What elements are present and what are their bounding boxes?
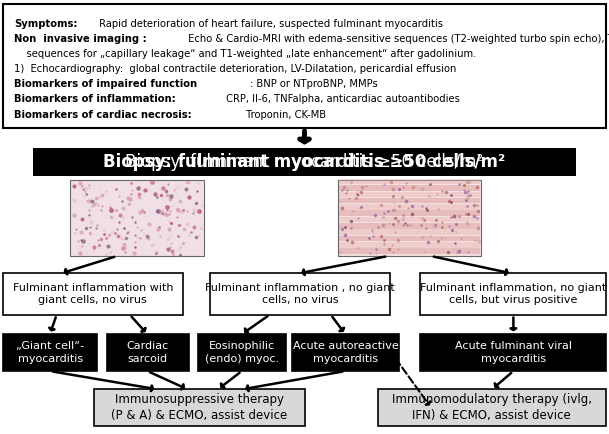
Text: „Giant cell“-
myocarditis: „Giant cell“- myocarditis [16, 342, 84, 364]
Text: Fulminant inflammation with
giant cells, no virus: Fulminant inflammation with giant cells,… [13, 283, 173, 305]
FancyBboxPatch shape [339, 204, 480, 210]
FancyBboxPatch shape [292, 334, 399, 371]
Text: Immunomodulatory therapy (ivlg,
IFN) & ECMO, assist device: Immunomodulatory therapy (ivlg, IFN) & E… [392, 393, 592, 422]
Text: Biopsy: fulminant myocarditis ≥50 cells/m²: Biopsy: fulminant myocarditis ≥50 cells/… [104, 153, 505, 171]
FancyBboxPatch shape [339, 223, 480, 229]
FancyBboxPatch shape [210, 273, 390, 315]
FancyBboxPatch shape [339, 191, 480, 197]
FancyBboxPatch shape [339, 185, 480, 191]
FancyBboxPatch shape [3, 273, 183, 315]
FancyBboxPatch shape [339, 236, 480, 241]
Text: Acute fulminant viral
myocarditis: Acute fulminant viral myocarditis [454, 342, 572, 364]
Text: 1)  Echocardiography:  global contractile deterioration, LV-Dilatation, pericard: 1) Echocardiography: global contractile … [14, 64, 456, 74]
FancyBboxPatch shape [70, 180, 204, 256]
Text: Cardiac
sarcoid: Cardiac sarcoid [127, 342, 169, 364]
FancyBboxPatch shape [339, 217, 480, 222]
FancyBboxPatch shape [338, 180, 481, 256]
Text: Acute autoreactive
myocarditis: Acute autoreactive myocarditis [293, 342, 398, 364]
Text: Biopsy: fulminant myocarditis ≥50 cells/m²: Biopsy: fulminant myocarditis ≥50 cells/… [125, 153, 484, 171]
Text: Fulminant inflammation , no giant
cells, no virus: Fulminant inflammation , no giant cells,… [205, 283, 395, 305]
Text: Eosinophilic
(endo) myoc.: Eosinophilic (endo) myoc. [205, 342, 279, 364]
FancyBboxPatch shape [107, 334, 189, 371]
FancyBboxPatch shape [339, 248, 480, 254]
Text: Immunosuppressive therapy
(P & A) & ECMO, assist device: Immunosuppressive therapy (P & A) & ECMO… [111, 393, 287, 422]
Text: Fulminant inflammation, no giant
cells, but virus positive: Fulminant inflammation, no giant cells, … [420, 283, 606, 305]
FancyBboxPatch shape [378, 389, 606, 426]
FancyBboxPatch shape [94, 389, 304, 426]
Text: Symptoms:: Symptoms: [14, 19, 77, 29]
Text: Biomarkers of impaired function: Biomarkers of impaired function [14, 79, 197, 89]
FancyBboxPatch shape [3, 334, 97, 371]
FancyBboxPatch shape [420, 334, 606, 371]
Text: CRP, Il-6, TNFalpha, anticardiac autoantibodies: CRP, Il-6, TNFalpha, anticardiac autoant… [223, 95, 460, 105]
FancyBboxPatch shape [339, 230, 480, 235]
FancyBboxPatch shape [339, 198, 480, 203]
Text: Echo & Cardio-MRI with edema-sensitive sequences (T2-weighted turbo spin echo), : Echo & Cardio-MRI with edema-sensitive s… [185, 34, 609, 44]
FancyBboxPatch shape [339, 210, 480, 216]
FancyBboxPatch shape [3, 4, 606, 128]
Text: Non  invasive imaging :: Non invasive imaging : [14, 34, 147, 44]
FancyBboxPatch shape [420, 273, 606, 315]
Text: sequences for „capillary leakage“ and T1-weighted „late enhancement“ after gadol: sequences for „capillary leakage“ and T1… [14, 49, 476, 59]
FancyBboxPatch shape [339, 179, 480, 184]
Text: Biomarkers of cardiac necrosis:: Biomarkers of cardiac necrosis: [14, 110, 192, 120]
FancyBboxPatch shape [339, 242, 480, 247]
FancyBboxPatch shape [33, 148, 576, 176]
Text: : BNP or NTproBNP, MMPs: : BNP or NTproBNP, MMPs [250, 79, 378, 89]
FancyBboxPatch shape [198, 334, 286, 371]
Text: Rapid deterioration of heart failure, suspected fulminant myocarditis: Rapid deterioration of heart failure, su… [96, 19, 443, 29]
Text: Troponin, CK-MB: Troponin, CK-MB [244, 110, 326, 120]
Text: Biomarkers of inflammation:: Biomarkers of inflammation: [14, 95, 176, 105]
